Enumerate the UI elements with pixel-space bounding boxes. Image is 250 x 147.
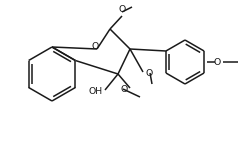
Text: O: O bbox=[92, 41, 99, 51]
Text: O: O bbox=[121, 85, 128, 93]
Text: O: O bbox=[213, 57, 220, 66]
Text: O: O bbox=[145, 69, 152, 77]
Text: O: O bbox=[118, 5, 126, 14]
Text: OH: OH bbox=[89, 86, 103, 96]
